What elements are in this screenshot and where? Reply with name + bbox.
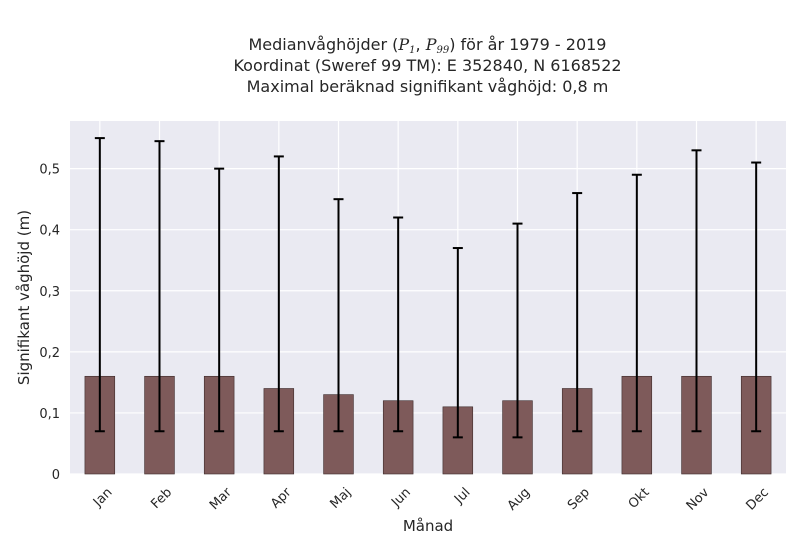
y-tick-label: 0,4 [39, 224, 60, 239]
error-bar-dec [751, 161, 762, 433]
x-tick-label: Sep [565, 485, 593, 513]
title-prefix: Medianvåghöjder ( [248, 35, 399, 54]
chart-title: Medianvåghöjder (P1, P99) för år 1979 - … [0, 34, 800, 97]
x-tick-label: Nov [684, 485, 713, 514]
y-tick-label: 0,3 [39, 285, 60, 300]
x-tick-label: Jun [388, 485, 414, 511]
y-axis-label: Signifikant våghöjd (m) [15, 210, 33, 385]
x-tick-label: Maj [327, 485, 354, 512]
x-tick-label: Mar [207, 485, 235, 513]
y-axis-ticks: 0 0,1 0,2 0,3 0,4 0,5 [39, 163, 60, 483]
y-tick-label: 0,5 [39, 163, 60, 178]
error-bar-jul [452, 247, 463, 439]
y-tick-label: 0,1 [39, 407, 60, 422]
error-bar-jun [393, 216, 404, 433]
error-bar-jan [94, 137, 105, 433]
title-line-2: Koordinat (Sweref 99 TM): E 352840, N 61… [233, 56, 622, 75]
error-bar-feb [154, 140, 165, 433]
title-line-3: Maximal beräknad signifikant våghöjd: 0,… [246, 77, 609, 96]
error-bar-mar [214, 167, 225, 433]
title-p99: P99 [425, 35, 450, 56]
title-suffix: ) för år 1979 - 2019 [449, 35, 607, 54]
title-line-1: Medianvåghöjder (P1, P99) för år 1979 - … [0, 34, 800, 56]
x-tick-label: Apr [268, 485, 295, 512]
error-bar-nov [691, 149, 702, 433]
error-bar-okt [631, 173, 642, 433]
title-p1: P1 [398, 35, 416, 56]
x-tick-label: Feb [148, 485, 175, 512]
y-tick-label: 0 [52, 468, 60, 483]
plot-area [70, 121, 786, 474]
error-bar-aug [512, 222, 523, 439]
x-axis-ticks: Jan Feb Mar Apr Maj Jun Jul Aug Sep Okt Nov Dec [90, 485, 772, 514]
error-bars [94, 137, 762, 439]
error-bar-sep [572, 192, 583, 433]
y-tick-label: 0,2 [39, 346, 60, 361]
title-separator: , [415, 35, 426, 54]
error-bar-apr [273, 155, 284, 433]
x-tick-label: Jul [451, 485, 473, 507]
x-axis-label: Månad [403, 517, 453, 535]
x-tick-label: Jan [90, 485, 115, 510]
error-bar-maj [333, 198, 344, 433]
x-tick-label: Aug [505, 485, 534, 514]
x-tick-label: Okt [626, 485, 653, 512]
x-tick-label: Dec [743, 485, 771, 513]
